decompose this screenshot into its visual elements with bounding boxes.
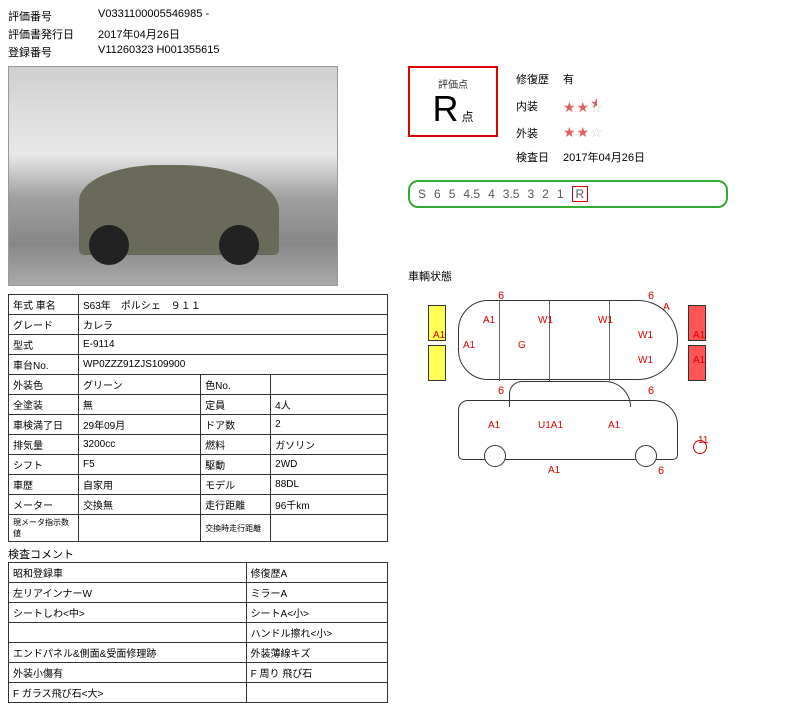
reg-no-value: V11260323 H001355615 <box>98 44 220 60</box>
scale-highlight: R <box>572 186 589 202</box>
condition-diagram: 6 6 A A1 W1 W1 A1 A1 G W1 A1 W1 A1 6 6 A… <box>408 290 728 480</box>
eval-no-value: V0331100005546985 - <box>98 8 209 24</box>
rating-table: 修復歴有 内装★★★☆ 外装★★☆ 検査日2017年04月26日 <box>508 66 653 170</box>
inspect-title: 検査コメント <box>8 546 388 562</box>
spec-table: 年式 車名S63年 ポルシェ ９１１ グレードカレラ 型式E-9114 車台No… <box>8 294 388 542</box>
vehicle-photo <box>8 66 338 286</box>
rating-section: 評価点 R 点 修復歴有 内装★★★☆ 外装★★☆ 検査日2017年04月26日 <box>408 66 792 170</box>
grade-box: 評価点 R 点 <box>408 66 498 137</box>
inspect-table: 昭和登録車修復歴A 左リアインナーWミラーA シートしわ<中>シートA<小> ハ… <box>8 562 388 703</box>
condition-label: 車輌状態 <box>408 268 792 284</box>
inspect-date-label: 検査日 <box>510 146 555 168</box>
spec-value: S63年 ポルシェ ９１１ <box>79 295 388 315</box>
exterior-stars: ★★☆ <box>557 121 651 144</box>
grade-suffix: 点 <box>462 110 474 124</box>
header-info: 評価番号 V0331100005546985 - 評価書発行日 2017年04月… <box>8 8 792 60</box>
interior-stars: ★★★☆ <box>557 92 651 119</box>
grade-letter: R <box>432 88 458 129</box>
spec-label: 年式 車名 <box>9 295 79 315</box>
repair-label: 修復歴 <box>510 68 555 90</box>
inspect-date-value: 2017年04月26日 <box>557 146 651 168</box>
eval-no-label: 評価番号 <box>8 8 98 24</box>
issue-date-value: 2017年04月26日 <box>98 26 180 42</box>
issue-date-label: 評価書発行日 <box>8 26 98 42</box>
interior-label: 内装 <box>510 92 555 119</box>
exterior-label: 外装 <box>510 121 555 144</box>
scale-bar: S 6 5 4.5 4 3.5 3 2 1 R <box>408 180 728 208</box>
repair-value: 有 <box>557 68 651 90</box>
reg-no-label: 登録番号 <box>8 44 98 60</box>
